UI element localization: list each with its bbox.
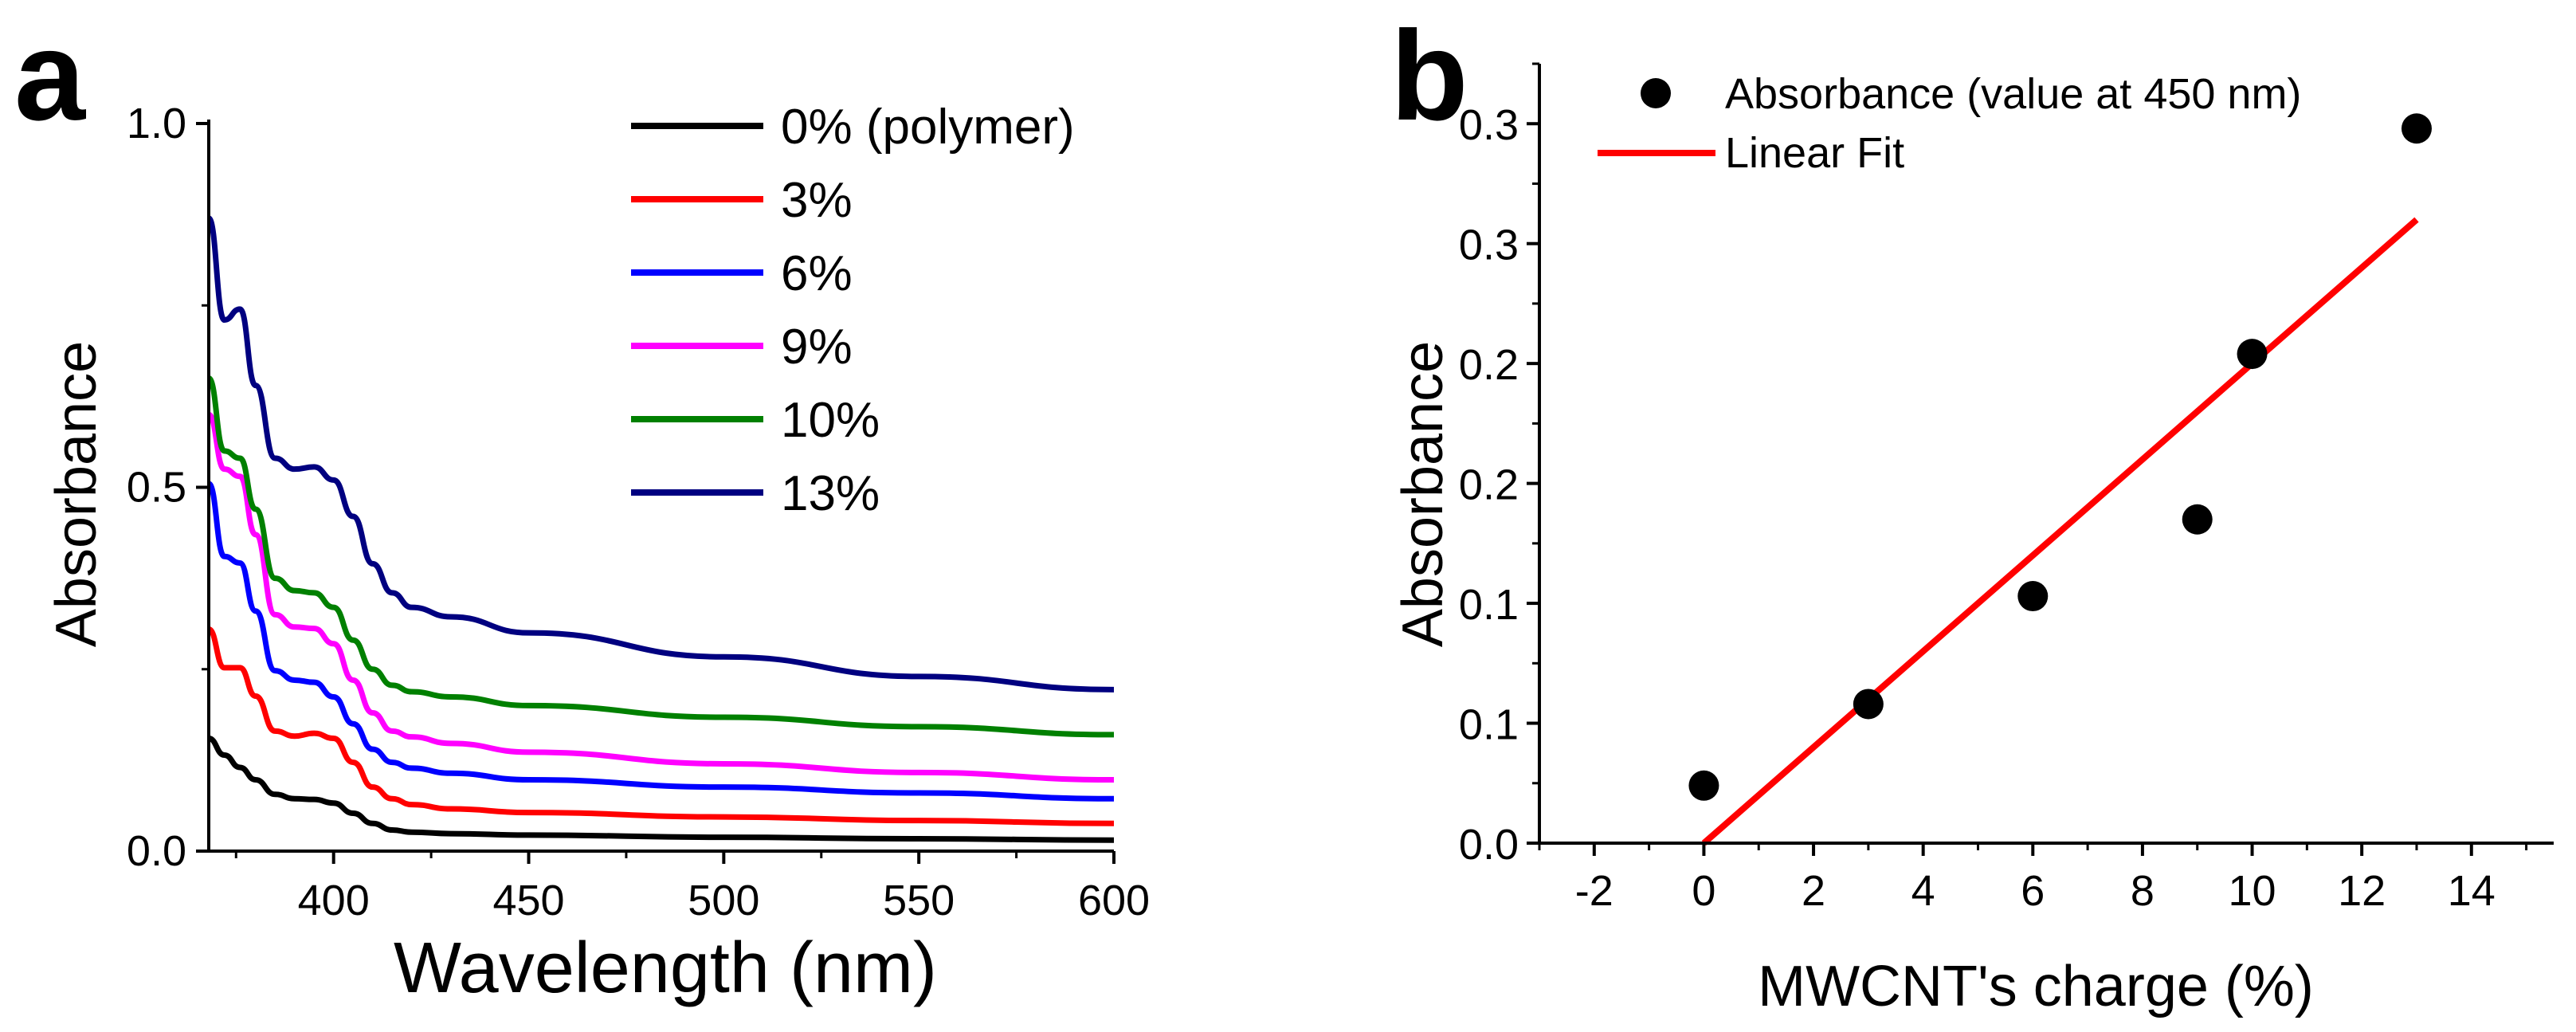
panel-b-scatter-point-3 (2182, 504, 2213, 535)
panel-b-x-tick-label: 8 (2131, 867, 2155, 915)
panel-b-x-tick-label: 2 (1802, 867, 1825, 915)
panel-a-x-tick-label: 500 (688, 877, 759, 924)
panel-b-axes (1538, 64, 2554, 845)
panel-b-x-tick-label: -2 (1575, 867, 1613, 915)
panel-b-legend-label-1: Linear Fit (1725, 129, 1904, 177)
panel-a-legend-label-2: 6% (781, 246, 853, 301)
panel-b-letter: b (1390, 4, 1468, 147)
panel-b-x-tick-label: 12 (2338, 867, 2386, 915)
panel-b-x-tick-label: 6 (2021, 867, 2045, 915)
panel-b-x-tick-label: 4 (1911, 867, 1935, 915)
panel-a-x-tick-label: 550 (883, 877, 955, 924)
panel-b-legend-label-0: Absorbance (value at 450 nm) (1725, 70, 2301, 118)
panel-b-x-axis-title: MWCNT's charge (%) (1758, 955, 2314, 1018)
panel-b-scatter-point-1 (1853, 689, 1884, 720)
panel-a-legend: 0% (polymer) 3% 6% 9% 10% 13% (631, 100, 1075, 521)
panel-a-y-tick-label: 1.0 (127, 100, 186, 147)
panel-b-y-tick-label: 0.2 (1459, 341, 1519, 389)
panel-b-y-tick-label: 0.2 (1459, 461, 1519, 509)
panel-b-y-tick-label: 0.0 (1459, 821, 1519, 869)
panel-a-x-tick-label: 400 (298, 877, 370, 924)
panel-a-series-line-5 (206, 215, 1115, 693)
panel-b-linear-fit-line (1701, 217, 2419, 846)
panel-b-legend: Absorbance (value at 450 nm) Linear Fit (1598, 70, 2301, 177)
panel-a-axes (207, 120, 1114, 853)
panel-b-y-tick-label: 0.3 (1459, 101, 1519, 149)
panel-a-series-line-1 (207, 626, 1115, 826)
panel-a-x-axis-title: Wavelength (nm) (394, 928, 937, 1008)
panel-a-legend-label-1: 3% (781, 173, 853, 228)
panel-a-legend-label-3: 9% (781, 320, 853, 375)
panel-b-x-tick-label: 10 (2229, 867, 2276, 915)
panel-b-scatter-point-0 (1688, 770, 1719, 801)
panel-a-y-tick-label: 0.5 (127, 464, 186, 512)
panel-a-legend-label-4: 10% (781, 393, 880, 448)
panel-b-x-tick-label: 0 (1692, 867, 1715, 915)
panel-a-legend-label-0: 0% (polymer) (781, 100, 1075, 155)
panel-a-chart: a 400 450 500 550 600 0.0 0.5 1.0 Wavelength (n… (14, 4, 1150, 1008)
panel-b-legend-marker-0 (1641, 78, 1671, 108)
panel-a-series-line-0 (208, 735, 1115, 843)
panel-b-scatter-point-2 (2017, 581, 2049, 612)
panel-b-scatter-point-5 (2401, 113, 2432, 144)
panel-b-x-tick-label: 14 (2448, 867, 2496, 915)
panel-b-y-tick-label: 0.1 (1459, 581, 1519, 629)
panel-a-series-line-4 (206, 375, 1115, 738)
panel-a-series-line-2 (206, 481, 1115, 802)
panel-a-x-tick-label: 600 (1078, 877, 1150, 924)
panel-a-legend-label-5: 13% (781, 466, 880, 521)
panel-b-scatter-point-4 (2237, 339, 2268, 370)
panel-a-letter: a (14, 4, 86, 147)
panel-b-y-axis-title: Absorbance (1391, 341, 1455, 647)
panel-a-series-line-3 (206, 411, 1115, 783)
panel-b-chart: b -2 0 2 4 6 8 10 12 14 0.0 0.1 0.1 0.2 0.2 0.3 0.3 MWC… (1390, 4, 2554, 1018)
panel-a-x-tick-label: 450 (492, 877, 564, 924)
panel-a-y-axis-title: Absorbance (45, 341, 108, 647)
panel-a-y-tick-label: 0.0 (127, 827, 186, 875)
panel-b-y-tick-label: 0.1 (1459, 701, 1519, 749)
panel-b-y-tick-label: 0.3 (1459, 222, 1519, 269)
